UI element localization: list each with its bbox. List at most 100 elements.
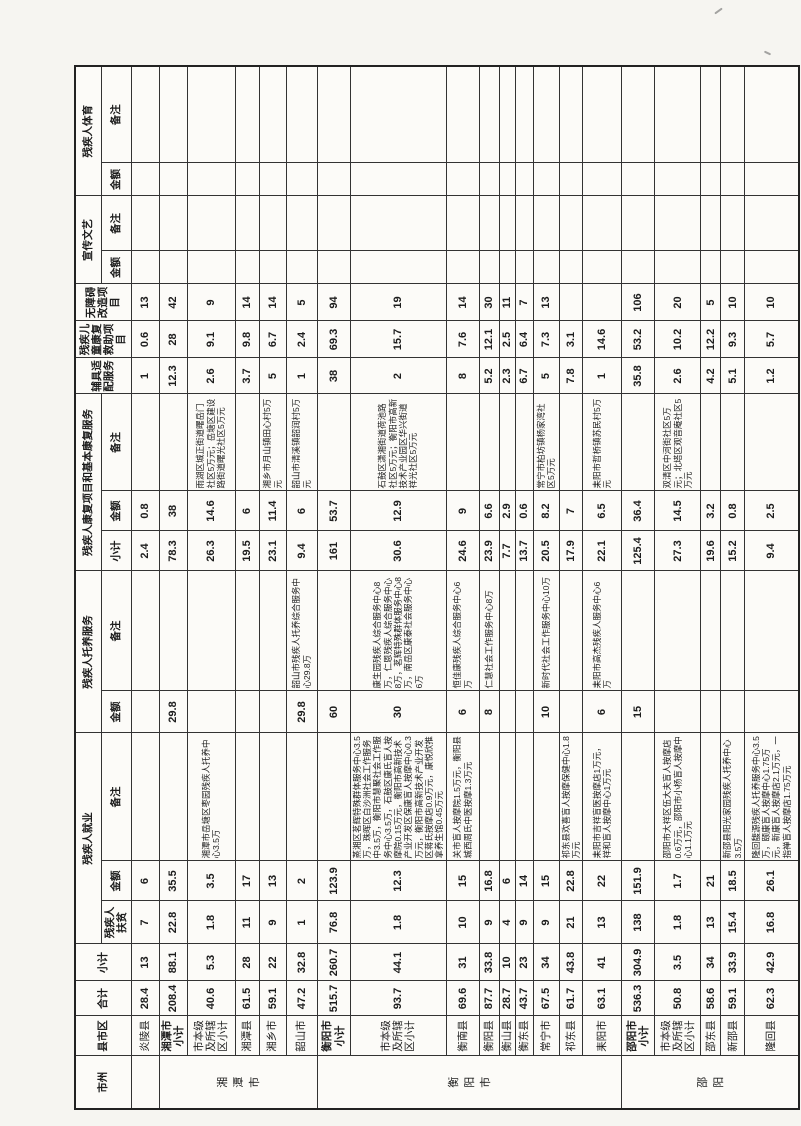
cell-sports-note bbox=[350, 66, 447, 163]
cell-subtotal: 33.9 bbox=[720, 944, 745, 981]
cell-barrier-free: 30 bbox=[479, 284, 500, 321]
cell-publicity-note bbox=[446, 196, 480, 251]
cell-rehab-amount: 14.6 bbox=[187, 491, 235, 531]
cell-sports-note bbox=[700, 66, 721, 163]
cell-rehab-amount: 53.7 bbox=[317, 491, 350, 531]
cell-employment-note bbox=[515, 733, 534, 861]
header-employment-amount: 金额 bbox=[101, 861, 131, 901]
cell-employment-note bbox=[621, 733, 655, 861]
cell-total: 515.7 bbox=[317, 981, 350, 1016]
table-row: 常宁市 67.5 34 9 15 10 新时代社会工作服务中心10万 20.5 8.2 常宁市柏坊… bbox=[533, 66, 560, 1109]
cell-child-rehab: 7.3 bbox=[533, 321, 560, 358]
cell-county: 耒阳市 bbox=[582, 1016, 622, 1056]
cell-rehab-subtotal: 125.4 bbox=[621, 531, 655, 571]
cell-total: 87.7 bbox=[479, 981, 500, 1016]
cell-barrier-free: 7 bbox=[515, 284, 534, 321]
cell-barrier-free: 106 bbox=[621, 284, 655, 321]
cell-sports-note bbox=[159, 66, 187, 163]
cell-poverty-support: 1 bbox=[286, 901, 317, 944]
cell-rehab-subtotal: 161 bbox=[317, 531, 350, 571]
cell-care-note: 康生园残疾人综合服务中心8万，仁恩残疾人综合服务中心8万，茗辉特殊群体服务中心8… bbox=[350, 571, 447, 691]
cell-assistive-devices: 5.1 bbox=[720, 358, 745, 394]
table-header: 市州 县市区 合计 小计 残疾人就业 残疾人托养服务 残疾人康复项目和基本康复服务 辅具适配服… bbox=[75, 66, 131, 1109]
header-publicity-note: 备注 bbox=[101, 196, 131, 251]
cell-assistive-devices: 1 bbox=[131, 358, 159, 394]
table-row: 衡南县 69.6 31 10 15 关市盲人按摩院1.5万元，衡阳县城西周氏中医按摩1.3… bbox=[446, 66, 480, 1109]
cell-sports-note bbox=[317, 66, 350, 163]
cell-child-rehab: 5.7 bbox=[744, 321, 799, 358]
cell-barrier-free bbox=[559, 284, 583, 321]
cell-care-amount: 15 bbox=[621, 691, 655, 733]
cell-sports-amount bbox=[235, 163, 259, 196]
header-publicity-amount: 金额 bbox=[101, 251, 131, 284]
cell-care-amount: 29.8 bbox=[286, 691, 317, 733]
cell-care-amount bbox=[499, 691, 516, 733]
cell-publicity-amount bbox=[235, 251, 259, 284]
cell-employment-note bbox=[286, 733, 317, 861]
cell-employment-note bbox=[317, 733, 350, 861]
cell-total: 61.7 bbox=[559, 981, 583, 1016]
table-row: 衡东县 43.7 23 9 14 13.7 0.6 6.7 6.4 7 bbox=[515, 66, 534, 1109]
cell-subtotal: 88.1 bbox=[159, 944, 187, 981]
cell-poverty-support: 21 bbox=[559, 901, 583, 944]
cell-publicity-note bbox=[720, 196, 745, 251]
cell-county: 祁东县 bbox=[559, 1016, 583, 1056]
table-row: 邵阳邵阳市小计 536.3 304.9 138 151.9 15 125.4 36.4 35.8… bbox=[621, 66, 799, 1109]
table-row: 湘潭市湘潭市小计 208.4 88.1 22.8 35.5 29.8 78.3 38 12.3 2… bbox=[159, 66, 317, 1109]
cell-employment-note: 关市盲人按摩院1.5万元，衡阳县城西周氏中医按摩1.3万元 bbox=[446, 733, 480, 861]
cell-total: 40.6 bbox=[187, 981, 235, 1016]
cell-barrier-free: 19 bbox=[350, 284, 447, 321]
header-rehab-subtotal: 小计 bbox=[101, 531, 131, 571]
cell-rehab-subtotal: 27.3 bbox=[654, 531, 701, 571]
cell-rehab-amount: 12.9 bbox=[350, 491, 447, 531]
cell-assistive-devices: 5 bbox=[533, 358, 560, 394]
cell-rehab-subtotal: 20.5 bbox=[533, 531, 560, 571]
cell-employment-amount: 14 bbox=[515, 861, 534, 901]
cell-rehab-subtotal: 19.5 bbox=[235, 531, 259, 571]
cell-total: 28.7 bbox=[499, 981, 516, 1016]
cell-employment-amount: 18.5 bbox=[720, 861, 745, 901]
cell-county: 常宁市 bbox=[533, 1016, 560, 1056]
cell-rehab-amount: 0.6 bbox=[515, 491, 534, 531]
cell-care-amount bbox=[700, 691, 721, 733]
cell-publicity-amount bbox=[744, 251, 799, 284]
cell-employment-amount: 15 bbox=[533, 861, 560, 901]
cell-subtotal: 3.5 bbox=[654, 944, 701, 981]
cell-publicity-amount bbox=[582, 251, 622, 284]
header-total: 合计 bbox=[75, 981, 131, 1016]
cell-county: 市本级及所辖区小计 bbox=[350, 1016, 447, 1056]
cell-rehab-amount: 6 bbox=[235, 491, 259, 531]
cell-subtotal: 5.3 bbox=[187, 944, 235, 981]
cell-subtotal: 31 bbox=[446, 944, 480, 981]
cell-child-rehab: 69.3 bbox=[317, 321, 350, 358]
header-employment-group: 残疾人就业 bbox=[75, 733, 101, 944]
cell-county: 湘潭县 bbox=[235, 1016, 259, 1056]
cell-subtotal: 13 bbox=[131, 944, 159, 981]
cell-county: 衡山县 bbox=[499, 1016, 516, 1056]
cell-rehab-note bbox=[559, 394, 583, 491]
cell-employment-note bbox=[235, 733, 259, 861]
cell-child-rehab: 0.6 bbox=[131, 321, 159, 358]
cell-poverty-support: 11 bbox=[235, 901, 259, 944]
cell-subtotal: 23 bbox=[515, 944, 534, 981]
cell-barrier-free: 10 bbox=[720, 284, 745, 321]
cell-child-rehab: 9.3 bbox=[720, 321, 745, 358]
cell-employment-note: 祁东县欢喜盲人按摩保健中心1.8万元 bbox=[559, 733, 583, 861]
cell-rehab-note: 雨湖区城正街道曙岳门社区5万元；岳塘区建设路街道曙光社区5万元 bbox=[187, 394, 235, 491]
cell-county: 市本级及所辖区小计 bbox=[654, 1016, 701, 1056]
cell-care-amount: 60 bbox=[317, 691, 350, 733]
cell-publicity-amount bbox=[533, 251, 560, 284]
cell-employment-note: 邵阳市大祥区伍大夫盲人按摩店0.6万元，邵阳市小杨盲人按摩中心1.1万元 bbox=[654, 733, 701, 861]
cell-employment-note bbox=[259, 733, 286, 861]
cell-rehab-amount: 8.2 bbox=[533, 491, 560, 531]
cell-poverty-support: 1.8 bbox=[654, 901, 701, 944]
cell-rehab-note bbox=[131, 394, 159, 491]
cell-care-note bbox=[131, 571, 159, 691]
cell-poverty-support: 1.8 bbox=[187, 901, 235, 944]
cell-care-amount bbox=[744, 691, 799, 733]
cell-barrier-free: 13 bbox=[533, 284, 560, 321]
cell-barrier-free: 14 bbox=[235, 284, 259, 321]
cell-assistive-devices: 7.8 bbox=[559, 358, 583, 394]
cell-care-amount bbox=[720, 691, 745, 733]
